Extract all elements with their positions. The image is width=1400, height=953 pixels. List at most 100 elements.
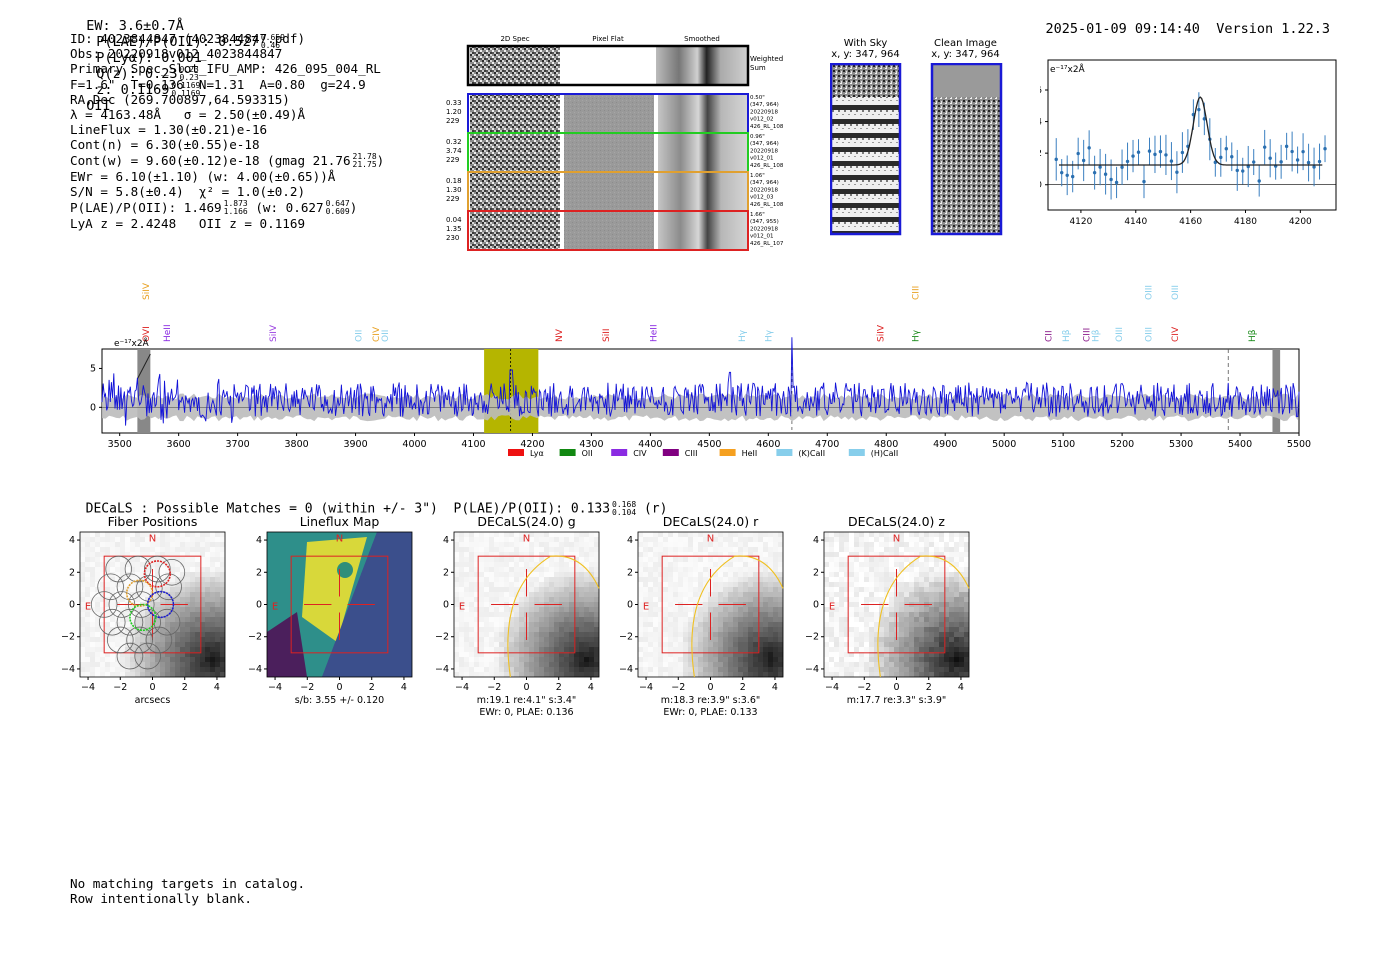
image-pixel [539,542,545,548]
image-pixel [110,617,116,623]
image-pixel [693,612,699,618]
image-pixel [479,577,485,583]
image-pixel [919,587,925,593]
image-pixel [215,617,221,623]
spectrum-xtick-label: 5400 [1228,439,1252,450]
image-pixel [85,597,91,603]
image-pixel [509,637,515,643]
image-pixel [663,652,669,658]
image-pixel [170,567,176,573]
image-pixel [534,552,540,558]
image-pixel [529,607,535,613]
panel-ytick: 2 [256,567,262,578]
image-pixel [959,627,965,633]
image-pixel [160,582,166,588]
image-pixel [658,542,664,548]
image-pixel [135,672,141,678]
image-pixel [130,567,136,573]
image-pixel [584,582,590,588]
image-pixel [859,582,865,588]
image-pixel [683,547,689,553]
image-pixel [569,657,575,663]
image-pixel [185,572,191,578]
image-pixel [834,637,840,643]
image-pixel [534,632,540,638]
image-pixel [929,577,935,583]
image-pixel [909,662,915,668]
image-pixel [658,617,664,623]
image-pixel [919,627,925,633]
image-pixel [205,632,211,638]
image-pixel [170,542,176,548]
image-pixel [474,597,480,603]
image-pixel [698,607,704,613]
image-pixel [959,662,965,668]
image-pixel [95,627,101,633]
image-pixel [638,667,644,673]
image-pixel [934,657,940,663]
image-pixel [499,542,505,548]
image-pixel [728,637,734,643]
image-pixel [534,597,540,603]
image-pixel [579,537,585,543]
image-pixel [80,612,86,618]
image-pixel [763,572,769,578]
image-pixel [914,557,920,563]
image-pixel [579,662,585,668]
spectrum-xtick-label: 4500 [697,439,721,450]
image-pixel [494,632,500,638]
image-pixel [753,627,759,633]
image-pixel [663,637,669,643]
image-pixel [954,552,960,558]
image-pixel [864,592,870,598]
image-pixel [773,647,779,653]
image-pixel [668,597,674,603]
image-pixel [574,627,580,633]
image-pixel [489,572,495,578]
image-pixel [459,547,465,553]
image-pixel [673,632,679,638]
image-pixel [708,647,714,653]
image-pixel [743,552,749,558]
image-pixel [778,647,784,653]
image-pixel [949,652,955,658]
image-pixel [584,597,590,603]
image-pixel [859,652,865,658]
image-pixel [80,672,86,678]
image-pixel [145,662,151,668]
fiber-circle [135,575,163,602]
info-contw: Cont(w) = 9.60(±0.12)e-18 (gmag 21.76 21.… [70,153,384,170]
image-pixel [939,607,945,613]
image-pixel [549,547,555,553]
image-pixel [454,597,460,603]
image-pixel [100,647,106,653]
image-pixel [584,622,590,628]
image-pixel [190,537,196,543]
image-pixel [499,537,505,543]
image-pixel [549,632,555,638]
image-pixel [539,537,545,543]
image-pixel [683,672,689,678]
image-pixel [509,557,515,563]
image-pixel [100,627,106,633]
image-pixel [180,587,186,593]
image-pixel [125,532,131,538]
image-pixel [160,642,166,648]
image-pixel [170,667,176,673]
image-pixel [824,552,830,558]
image-pixel [879,662,885,668]
image-pixel [683,557,689,563]
image-pixel [713,667,719,673]
line-id-label: OII [355,330,365,342]
image-pixel [85,542,91,548]
image-pixel [924,662,930,668]
image-pixel [180,572,186,578]
image-pixel [683,537,689,543]
image-pixel [889,637,895,643]
image-pixel [849,627,855,633]
image-pixel [653,592,659,598]
image-pixel [454,567,460,573]
spectrum-xtick-label: 4300 [579,439,603,450]
image-pixel [944,592,950,598]
image-pixel [753,637,759,643]
